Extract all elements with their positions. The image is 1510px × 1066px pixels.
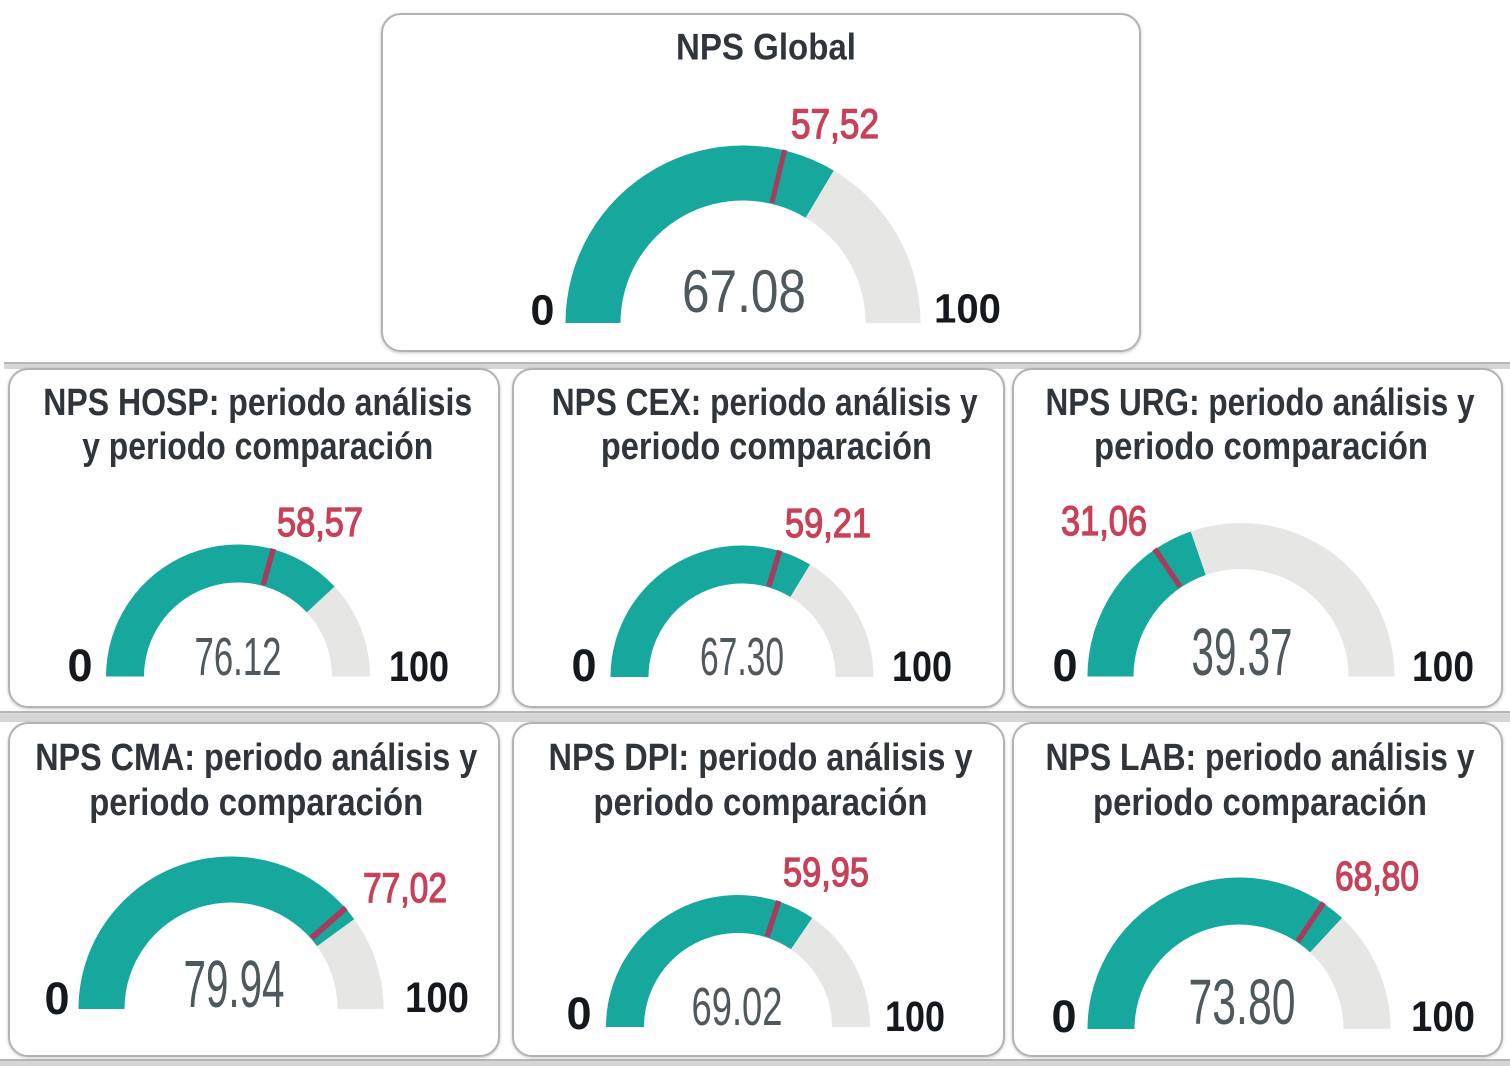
svg-text:NPS Global: NPS Global	[676, 27, 856, 68]
svg-text:0: 0	[44, 973, 69, 1024]
svg-text:69.02: 69.02	[692, 977, 783, 1037]
svg-text:76.12: 76.12	[195, 627, 282, 687]
svg-text:0: 0	[531, 287, 555, 335]
svg-text:39.37: 39.37	[1192, 615, 1293, 690]
svg-text:0: 0	[566, 988, 591, 1039]
svg-text:NPS DPI: periodo análisis y: NPS DPI: periodo análisis y	[549, 737, 973, 779]
svg-text:31,06: 31,06	[1061, 497, 1147, 544]
svg-text:58,57: 58,57	[277, 499, 363, 545]
svg-text:NPS CEX: periodo análisis y: NPS CEX: periodo análisis y	[552, 382, 978, 424]
svg-text:periodo comparación: periodo comparación	[89, 782, 423, 824]
svg-text:0: 0	[67, 640, 92, 691]
svg-text:periodo comparación: periodo comparación	[1094, 426, 1428, 468]
svg-text:59,21: 59,21	[785, 500, 871, 546]
svg-text:79.94: 79.94	[184, 947, 285, 1022]
svg-text:100: 100	[892, 643, 952, 691]
svg-text:67.30: 67.30	[700, 627, 784, 687]
svg-text:67.08: 67.08	[682, 258, 806, 325]
svg-text:0: 0	[571, 640, 596, 691]
svg-text:0: 0	[1052, 640, 1077, 691]
svg-text:100: 100	[1411, 993, 1475, 1041]
svg-text:NPS HOSP: periodo análisis: NPS HOSP: periodo análisis	[43, 382, 472, 424]
svg-text:77,02: 77,02	[363, 864, 447, 911]
svg-text:100: 100	[885, 993, 945, 1041]
svg-text:periodo comparación: periodo comparación	[601, 426, 932, 468]
svg-text:NPS LAB: periodo análisis y: NPS LAB: periodo análisis y	[1046, 737, 1475, 779]
svg-text:100: 100	[389, 643, 449, 691]
svg-text:0: 0	[1051, 991, 1076, 1042]
svg-text:57,52: 57,52	[791, 100, 879, 147]
svg-text:100: 100	[934, 286, 1001, 332]
svg-text:100: 100	[1412, 643, 1474, 691]
svg-text:59,95: 59,95	[783, 849, 869, 895]
svg-text:periodo comparación: periodo comparación	[1093, 782, 1427, 824]
svg-text:68,80: 68,80	[1335, 853, 1419, 899]
svg-text:NPS CMA: periodo análisis y: NPS CMA: periodo análisis y	[35, 737, 477, 779]
svg-text:y periodo comparación: y periodo comparación	[82, 426, 433, 468]
svg-text:periodo comparación: periodo comparación	[594, 782, 928, 824]
svg-text:NPS URG: periodo análisis y: NPS URG: periodo análisis y	[1046, 382, 1475, 424]
svg-text:100: 100	[405, 974, 469, 1022]
svg-text:73.80: 73.80	[1189, 966, 1296, 1038]
